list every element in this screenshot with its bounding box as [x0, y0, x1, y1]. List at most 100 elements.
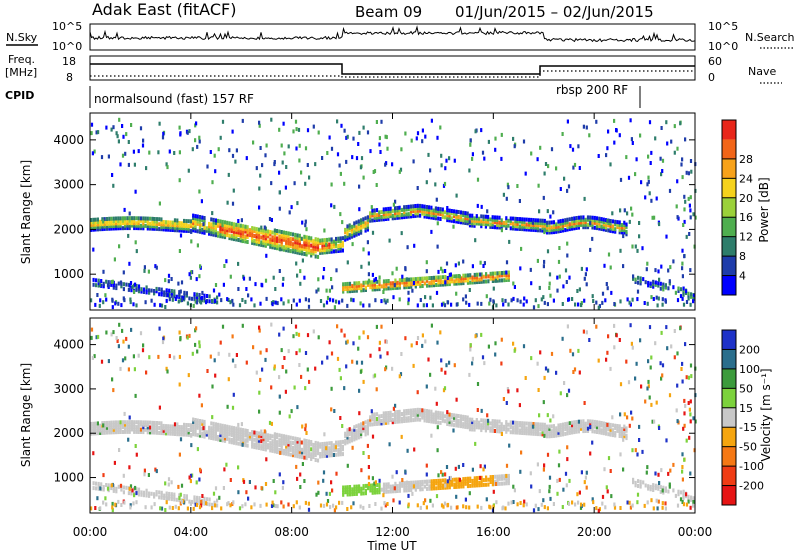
velocity-cell [101, 426, 104, 430]
power-cell [378, 142, 381, 147]
power-cell [565, 280, 568, 284]
power-cell [147, 269, 150, 274]
power-cell [670, 139, 673, 144]
power-cell [111, 305, 114, 310]
power-cell [394, 213, 397, 218]
velocity-cell [194, 418, 197, 422]
power-cell [391, 216, 394, 221]
velocity-cell [257, 438, 261, 443]
power-cell [473, 280, 476, 285]
velocity-cell [595, 420, 599, 425]
velocity-cell [270, 385, 273, 390]
power-cell [183, 221, 186, 226]
power-cell [654, 136, 657, 141]
power-cell [282, 301, 285, 306]
velocity-cell [509, 425, 512, 430]
velocity-cell [423, 484, 426, 489]
power-cell [223, 220, 227, 225]
power-cell [281, 160, 284, 165]
velocity-cell [492, 504, 495, 509]
velocity-cell [346, 492, 349, 497]
velocity-cell [391, 412, 394, 417]
power-cell [105, 226, 109, 231]
power-cell [394, 208, 397, 213]
power-cell [396, 283, 399, 288]
velocity-cell [115, 427, 118, 432]
power-cell [674, 290, 677, 295]
velocity-cell [582, 429, 585, 434]
power-cell [398, 205, 401, 210]
power-cell [455, 209, 458, 214]
power-cell [396, 285, 399, 290]
power-cell [532, 305, 536, 310]
power-cell [480, 214, 483, 219]
power-cell [167, 222, 170, 227]
power-cell [235, 222, 238, 227]
velocity-cell [257, 441, 261, 446]
power-cell [530, 217, 533, 222]
velocity-cell [437, 486, 440, 491]
velocity-cell [117, 422, 120, 427]
power-cell [307, 304, 311, 309]
power-cell [357, 224, 360, 229]
velocity-cell [366, 335, 370, 340]
velocity-cell [292, 504, 295, 509]
velocity-cell [194, 425, 197, 430]
power-cell [262, 240, 265, 245]
velocity-cell [271, 434, 274, 439]
power-cell [192, 213, 195, 218]
power-cell [201, 290, 204, 295]
power-cell [625, 222, 628, 227]
power-cell [294, 242, 297, 247]
power-cell [606, 146, 609, 151]
velocity-cell [582, 421, 585, 426]
power-cell [619, 248, 622, 253]
velocity-cell [432, 419, 435, 424]
velocity-cell [305, 451, 308, 456]
velocity-cell [321, 360, 324, 365]
power-cell [168, 297, 171, 302]
power-cell [586, 225, 590, 230]
velocity-cell [93, 354, 96, 359]
power-cell [133, 290, 136, 294]
power-cell [124, 216, 127, 221]
power-cell [124, 218, 127, 223]
power-cell [502, 192, 505, 197]
velocity-cell [330, 448, 333, 453]
velocity-cell [525, 421, 528, 426]
velocity-cell [616, 426, 619, 431]
velocity-cell [446, 483, 449, 488]
velocity-cell [493, 424, 496, 429]
velocity-cell [662, 485, 665, 490]
power-cell [616, 222, 619, 227]
velocity-cell [173, 492, 176, 497]
velocity-cell [491, 428, 494, 433]
power-cell [95, 130, 98, 135]
power-cell [405, 277, 408, 282]
velocity-cell [626, 500, 629, 505]
power-cell [572, 165, 575, 170]
power-cell [548, 230, 551, 235]
velocity-cell [521, 431, 524, 435]
velocity-cell [218, 495, 221, 500]
power-cell [538, 209, 541, 214]
velocity-cell [550, 351, 554, 356]
velocity-cell [379, 354, 382, 359]
power-cell [264, 231, 267, 236]
power-cell [232, 224, 236, 229]
power-cell [255, 241, 258, 246]
velocity-cell [146, 423, 149, 427]
power-cell [548, 223, 551, 228]
velocity-cell [382, 487, 386, 492]
power-cell [416, 203, 419, 208]
power-cell [480, 274, 483, 279]
velocity-cell [126, 429, 129, 434]
power-cell [185, 221, 188, 226]
velocity-cell [600, 421, 603, 425]
power-cell [287, 238, 290, 243]
power-cell [126, 218, 129, 223]
power-cell [112, 221, 115, 226]
velocity-cell [221, 433, 224, 438]
power-cell [260, 282, 263, 287]
power-cell [521, 222, 524, 227]
